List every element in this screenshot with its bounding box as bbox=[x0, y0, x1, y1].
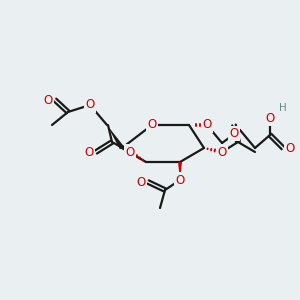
Text: O: O bbox=[85, 98, 94, 112]
Text: O: O bbox=[147, 118, 157, 131]
Text: O: O bbox=[85, 146, 94, 158]
Text: O: O bbox=[176, 173, 184, 187]
Text: H: H bbox=[279, 103, 287, 113]
Text: O: O bbox=[285, 142, 294, 154]
Text: O: O bbox=[266, 112, 274, 124]
Text: O: O bbox=[44, 94, 53, 106]
Polygon shape bbox=[107, 125, 124, 149]
Text: O: O bbox=[137, 176, 146, 188]
Text: O: O bbox=[125, 146, 135, 158]
Text: O: O bbox=[230, 127, 238, 140]
Text: O: O bbox=[202, 118, 211, 131]
Polygon shape bbox=[178, 162, 182, 180]
Text: O: O bbox=[218, 146, 226, 158]
